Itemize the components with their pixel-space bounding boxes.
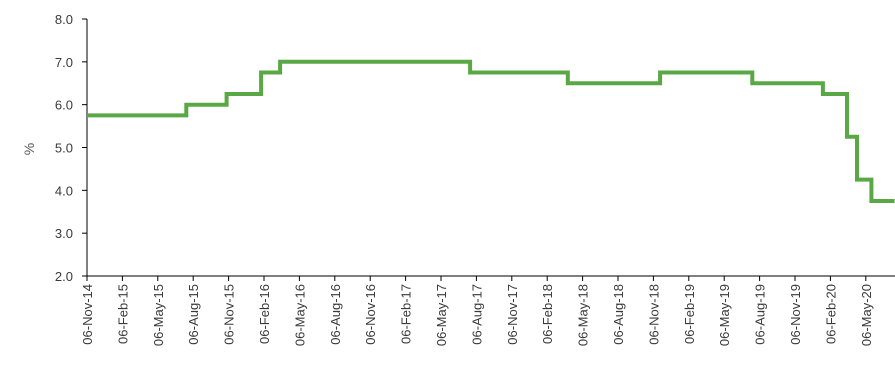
x-tick-label: 06-Nov-17 [505,284,520,345]
x-tick-label: 06-May-20 [859,284,874,346]
x-tick-label: 06-Nov-14 [80,284,95,345]
x-tick-label: 06-May-15 [151,284,166,346]
x-tick-label: 06-Feb-19 [682,284,697,344]
x-tick-label: 06-Nov-16 [363,284,378,345]
x-tick-label: 06-Feb-16 [257,284,272,344]
y-tick-label: 4.0 [55,183,73,198]
y-tick-label: 8.0 [55,12,73,27]
x-tick-label: 06-Nov-15 [222,284,237,345]
y-tick-label: 6.0 [55,98,73,113]
x-tick-label: 06-May-16 [292,284,307,346]
rate-series-line [87,59,895,203]
x-tick-label: 06-Aug-18 [611,284,626,345]
x-tick-label: 06-Nov-19 [788,284,803,345]
y-axis-label: % [21,143,37,155]
x-tick-label: 06-May-19 [717,284,732,346]
x-tick-label: 06-Feb-18 [540,284,555,344]
x-tick-label: 06-Nov-18 [646,284,661,345]
x-tick-label: 06-May-17 [434,284,449,346]
y-axis: 2.0 3.0 4.0 5.0 6.0 7.0 8.0 [55,12,88,284]
x-tick-label: 06-Feb-20 [823,284,838,344]
x-tick-label: 06-Aug-16 [328,284,343,345]
y-tick-label: 7.0 [55,55,73,70]
x-tick-label: 06-Aug-19 [753,284,768,345]
y-tick-label: 2.0 [55,269,73,284]
y-tick-label: 5.0 [55,141,73,156]
x-tick-label: 06-May-18 [576,284,591,346]
x-tick-label: 06-Aug-15 [186,284,201,345]
x-tick-label: 06-Feb-15 [115,284,130,344]
plot-area [87,59,895,203]
x-tick-label: 06-Aug-17 [469,284,484,345]
x-axis: 06-Nov-14 06-Feb-15 06-May-15 06-Aug-15 06-N… [80,275,895,346]
y-tick-label: 3.0 [55,226,73,241]
x-tick-label: 06-Feb-17 [399,284,414,344]
